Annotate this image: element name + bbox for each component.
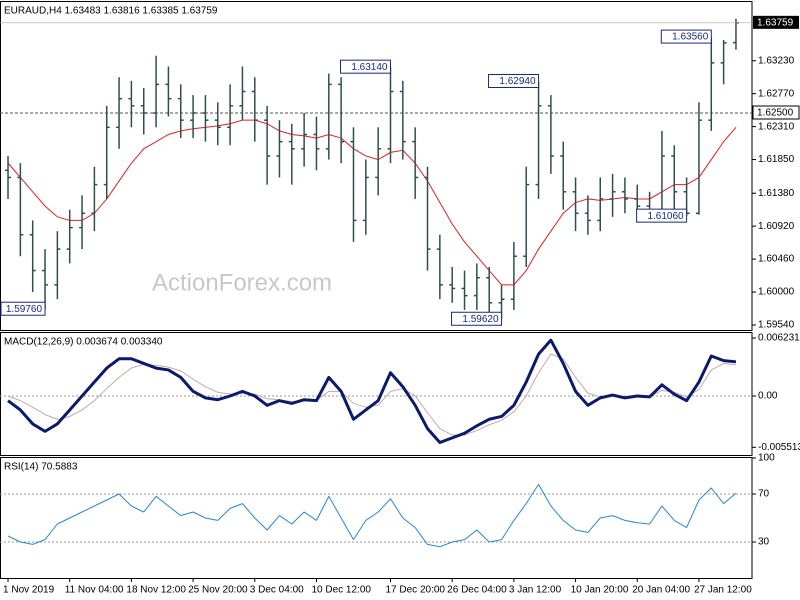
- annotation-label: 1.63560: [672, 32, 709, 43]
- panel-frame: [0, 332, 753, 456]
- y-tick-label: 1.60000: [758, 287, 795, 298]
- panel-title: EURAUD,H4 1.63483 1.63816 1.63385 1.6375…: [4, 6, 218, 17]
- panel-title: MACD(12,26,9) 0.003674 0.003340: [4, 337, 163, 348]
- panel-title: RSI(14) 70.5883: [4, 462, 78, 473]
- y-tick-label: 30: [758, 537, 770, 548]
- y-tick-label: 1.63230: [758, 55, 795, 66]
- y-tick-label: 70: [758, 489, 770, 500]
- y-tick-label: 1.61850: [758, 154, 795, 165]
- x-tick-label: 17 Dec 20:00: [385, 585, 445, 596]
- x-tick-label: 18 Nov 12:00: [126, 585, 186, 596]
- y-tick-label: 1.59540: [758, 320, 795, 331]
- moving-average: [7, 119, 737, 286]
- y-tick-label: 0.006231: [758, 333, 800, 344]
- price-level-label: 1.62500: [757, 108, 794, 119]
- x-tick-label: 1 Nov 2019: [3, 585, 55, 596]
- x-tick-label: 27 Jan 12:00: [694, 585, 752, 596]
- annotation-label: 1.63140: [351, 62, 388, 73]
- annotation-box: [488, 73, 540, 88]
- x-tick-label: 25 Nov 20:00: [188, 585, 248, 596]
- annotation-label: 1.61060: [647, 211, 684, 222]
- annotation-box: [339, 59, 391, 74]
- watermark: ActionForex.com: [152, 269, 332, 296]
- y-tick-label: -0.005513: [758, 442, 800, 453]
- y-tick-label: 0.00: [758, 391, 778, 402]
- y-tick-label: 100: [758, 453, 775, 464]
- x-tick-label: 3 Dec 04:00: [250, 585, 304, 596]
- annotation-box: [636, 208, 688, 223]
- panel-frame: [0, 457, 753, 579]
- y-tick-label: 1.62310: [758, 121, 795, 132]
- y-tick-label: 1.60460: [758, 254, 795, 265]
- x-tick-label: 3 Jan 12:00: [509, 585, 562, 596]
- x-tick-label: 10 Dec 12:00: [311, 585, 371, 596]
- indicator-line: [7, 483, 737, 548]
- annotation-box: [451, 311, 503, 326]
- last-price-label: 1.63759: [757, 17, 794, 28]
- indicator-line: [7, 353, 737, 436]
- price-level-box: [752, 105, 800, 120]
- indicator-line: [7, 338, 737, 445]
- x-tick-label: 20 Jan 04:00: [632, 585, 690, 596]
- annotation-box: [0, 301, 46, 316]
- y-tick-label: 1.61380: [758, 188, 795, 199]
- x-tick-label: 26 Dec 04:00: [447, 585, 507, 596]
- annotation-label: 1.59620: [462, 314, 499, 325]
- annotation-box: [660, 29, 712, 44]
- y-tick-label: 1.60920: [758, 221, 795, 232]
- y-tick-label: 1.62770: [758, 88, 795, 99]
- annotation-label: 1.62940: [499, 76, 536, 87]
- x-tick-label: 10 Jan 20:00: [571, 585, 629, 596]
- x-tick-label: 11 Nov 04:00: [65, 585, 124, 596]
- panel-frame: [0, 1, 753, 331]
- last-price-box: [753, 15, 799, 29]
- annotation-label: 1.59760: [6, 304, 43, 315]
